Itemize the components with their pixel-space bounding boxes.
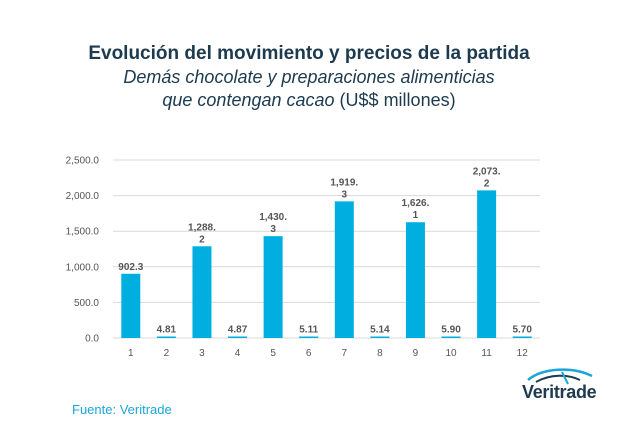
veritrade-logo: Veritrade — [522, 368, 604, 408]
y-tick-label: 2,000.0 — [66, 191, 100, 202]
y-tick-label: 500.0 — [74, 298, 99, 309]
title-unit: (U$$ millones) — [334, 90, 456, 110]
data-label: 5.90 — [441, 325, 461, 336]
data-label: 1,430. — [259, 212, 287, 223]
chart-bars — [121, 190, 532, 338]
x-tick-label: 7 — [342, 348, 348, 359]
bar — [405, 222, 425, 338]
logo-swoosh-icon — [527, 368, 593, 385]
bar — [512, 336, 532, 338]
data-labels: 902.34.811,288.24.871,430.35.111,919.35.… — [118, 166, 532, 335]
y-tick-label: 2,500.0 — [66, 156, 100, 167]
chart-title: Evolución del movimiento y precios de la… — [0, 42, 618, 112]
data-label: 2,073. — [473, 166, 501, 177]
title-subtitle-line1: Demás chocolate y preparaciones alimenti… — [123, 67, 495, 87]
data-label: 5.70 — [512, 325, 532, 336]
logo-text: Veritrade — [522, 382, 597, 402]
data-label: 1,626. — [402, 198, 430, 209]
bar — [228, 336, 248, 338]
chart-grid — [113, 159, 540, 339]
data-label: 2 — [199, 234, 205, 245]
source-note: Fuente: Veritrade — [72, 402, 172, 417]
x-tick-label: 6 — [306, 348, 312, 359]
x-tick-label: 10 — [445, 348, 457, 359]
x-tick-label: 9 — [413, 348, 419, 359]
data-label: 4.87 — [228, 325, 248, 336]
y-axis-labels: 0.0 500.0 1,000.0 1,500.0 2,000.0 2,500.0 — [66, 156, 100, 345]
x-tick-label: 8 — [377, 348, 383, 359]
data-label: 5.11 — [299, 325, 318, 336]
title-subtitle-line2: que contengan cacao (U$$ millones) — [0, 89, 618, 112]
data-label: 1 — [413, 210, 419, 221]
x-tick-label: 4 — [235, 348, 241, 359]
bar — [299, 336, 319, 338]
data-label: 1,919. — [330, 177, 358, 188]
x-tick-label: 1 — [128, 348, 134, 359]
bar — [477, 190, 497, 338]
x-axis-labels: 1 2 3 4 5 6 7 8 9 10 11 12 — [128, 348, 528, 359]
bar — [334, 201, 354, 338]
title-subtitle-italic: que contengan cacao — [162, 90, 335, 110]
data-label: 902.3 — [118, 262, 143, 273]
bar — [263, 236, 283, 338]
data-label: 4.81 — [157, 325, 177, 336]
data-label: 5.14 — [370, 325, 390, 336]
bar — [370, 336, 390, 338]
bar — [156, 336, 176, 338]
bar — [441, 336, 461, 338]
data-label: 3 — [270, 224, 276, 235]
x-tick-label: 12 — [517, 348, 529, 359]
data-label: 2 — [484, 178, 490, 189]
x-tick-label: 2 — [164, 348, 170, 359]
y-tick-label: 0.0 — [85, 334, 99, 345]
x-tick-label: 3 — [199, 348, 205, 359]
x-tick-label: 11 — [481, 348, 492, 359]
data-label: 1,288. — [188, 222, 216, 233]
y-tick-label: 1,000.0 — [66, 262, 100, 273]
y-tick-label: 1,500.0 — [66, 227, 100, 238]
bar — [192, 246, 212, 338]
data-label: 3 — [342, 189, 348, 200]
title-main: Evolución del movimiento y precios de la… — [88, 43, 530, 64]
x-tick-label: 5 — [270, 348, 276, 359]
bar — [121, 273, 141, 338]
